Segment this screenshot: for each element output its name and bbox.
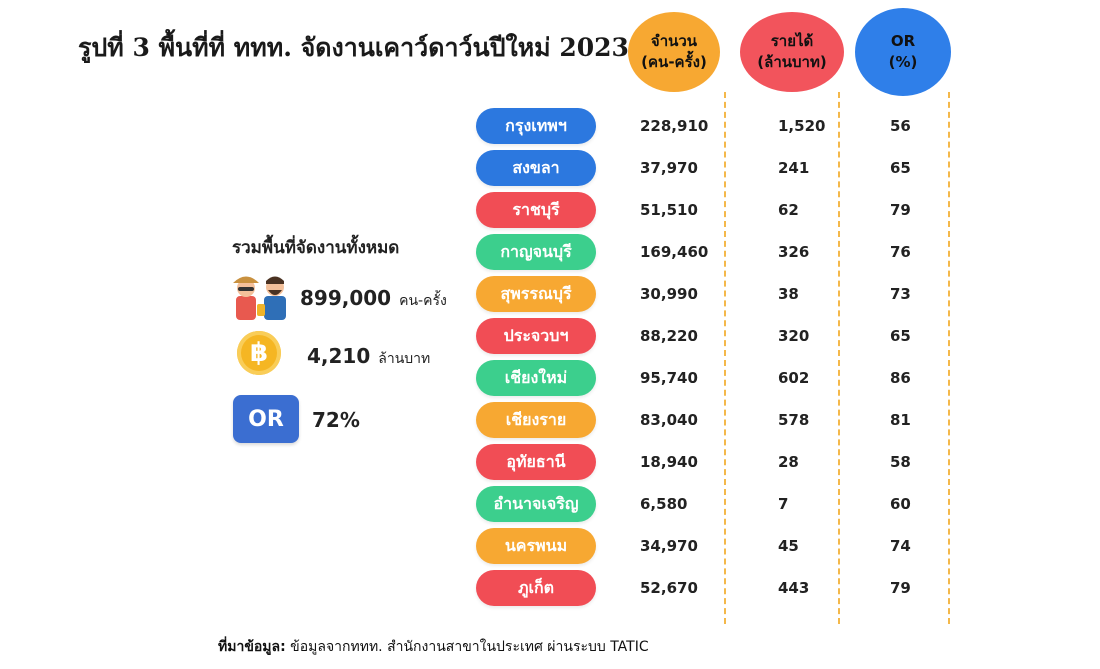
or-value: 79 — [890, 201, 911, 219]
province-label: ภูเก็ต — [476, 570, 596, 606]
header-revenue-line1: รายได้ — [770, 32, 814, 50]
count-value: 34,970 — [640, 537, 698, 555]
baht-coin-icon: ฿ — [237, 331, 281, 375]
summary-visitors-unit: คน-ครั้ง — [399, 293, 447, 309]
count-value: 6,580 — [640, 495, 688, 513]
province-label: สงขลา — [476, 150, 596, 186]
header-revenue: รายได้ (ล้านบาท) — [740, 12, 844, 92]
source-label: ที่มาข้อมูล: — [218, 639, 286, 655]
or-value: 81 — [890, 411, 911, 429]
or-value: 60 — [890, 495, 911, 513]
province-label: สุพรรณบุรี — [476, 276, 596, 312]
province-label: อุทัยธานี — [476, 444, 596, 480]
province-label: กรุงเทพฯ — [476, 108, 596, 144]
or-value: 86 — [890, 369, 911, 387]
revenue-value: 241 — [778, 159, 810, 177]
province-label: เชียงใหม่ — [476, 360, 596, 396]
summary-or: 72% — [312, 408, 360, 432]
revenue-value: 38 — [778, 285, 799, 303]
province-label: นครพนม — [476, 528, 596, 564]
summary-revenue-value: 4,210 — [307, 344, 371, 368]
revenue-value: 28 — [778, 453, 799, 471]
header-count-line2: (คน-ครั้ง) — [641, 53, 707, 71]
revenue-value: 578 — [778, 411, 810, 429]
revenue-value: 62 — [778, 201, 799, 219]
header-or-line1: OR — [890, 32, 916, 50]
or-value: 65 — [890, 159, 911, 177]
or-value: 76 — [890, 243, 911, 261]
summary-revenue-unit: ล้านบาท — [378, 351, 431, 367]
or-value: 73 — [890, 285, 911, 303]
count-value: 228,910 — [640, 117, 709, 135]
or-value: 79 — [890, 579, 911, 597]
province-label: ประจวบฯ — [476, 318, 596, 354]
header-or: OR (%) — [855, 8, 951, 96]
summary-visitors: 899,000 คน-ครั้ง — [300, 286, 447, 312]
column-divider-3 — [948, 92, 950, 624]
province-label: กาญจนบุรี — [476, 234, 596, 270]
or-value: 74 — [890, 537, 911, 555]
chart-title: รูปที่ 3 พื้นที่ที่ ททท. จัดงานเคาว์ดาว์… — [78, 33, 629, 62]
count-value: 169,460 — [640, 243, 709, 261]
province-label: ราชบุรี — [476, 192, 596, 228]
or-value: 58 — [890, 453, 911, 471]
summary-revenue: 4,210 ล้านบาท — [307, 344, 430, 370]
count-value: 88,220 — [640, 327, 698, 345]
header-count-line1: จำนวน — [650, 32, 698, 50]
source-note: ที่มาข้อมูล: ข้อมูลจากททท. สำนักงานสาขาใ… — [218, 636, 649, 658]
summary-title: รวมพื้นที่จัดงานทั้งหมด — [232, 238, 400, 258]
province-label: เชียงราย — [476, 402, 596, 438]
count-value: 18,940 — [640, 453, 698, 471]
summary-visitors-value: 899,000 — [300, 286, 392, 310]
count-value: 83,040 — [640, 411, 698, 429]
or-value: 56 — [890, 117, 911, 135]
revenue-value: 320 — [778, 327, 810, 345]
count-value: 52,670 — [640, 579, 698, 597]
column-divider-1 — [724, 92, 726, 624]
revenue-value: 7 — [778, 495, 789, 513]
header-count: จำนวน (คน-ครั้ง) — [628, 12, 720, 92]
count-value: 95,740 — [640, 369, 698, 387]
count-value: 37,970 — [640, 159, 698, 177]
or-badge-icon: OR — [233, 395, 299, 443]
count-value: 30,990 — [640, 285, 698, 303]
revenue-value: 1,520 — [778, 117, 826, 135]
tourists-icon — [233, 276, 286, 320]
revenue-value: 326 — [778, 243, 810, 261]
source-text: ข้อมูลจากททท. สำนักงานสาขาในประเทศ ผ่านร… — [290, 639, 649, 655]
header-revenue-line2: (ล้านบาท) — [757, 53, 827, 71]
or-value: 65 — [890, 327, 911, 345]
summary-or-value: 72% — [312, 408, 360, 432]
column-divider-2 — [838, 92, 840, 624]
revenue-value: 443 — [778, 579, 810, 597]
province-label: อำนาจเจริญ — [476, 486, 596, 522]
count-value: 51,510 — [640, 201, 698, 219]
revenue-value: 602 — [778, 369, 810, 387]
header-or-line2: (%) — [888, 53, 918, 71]
revenue-value: 45 — [778, 537, 799, 555]
